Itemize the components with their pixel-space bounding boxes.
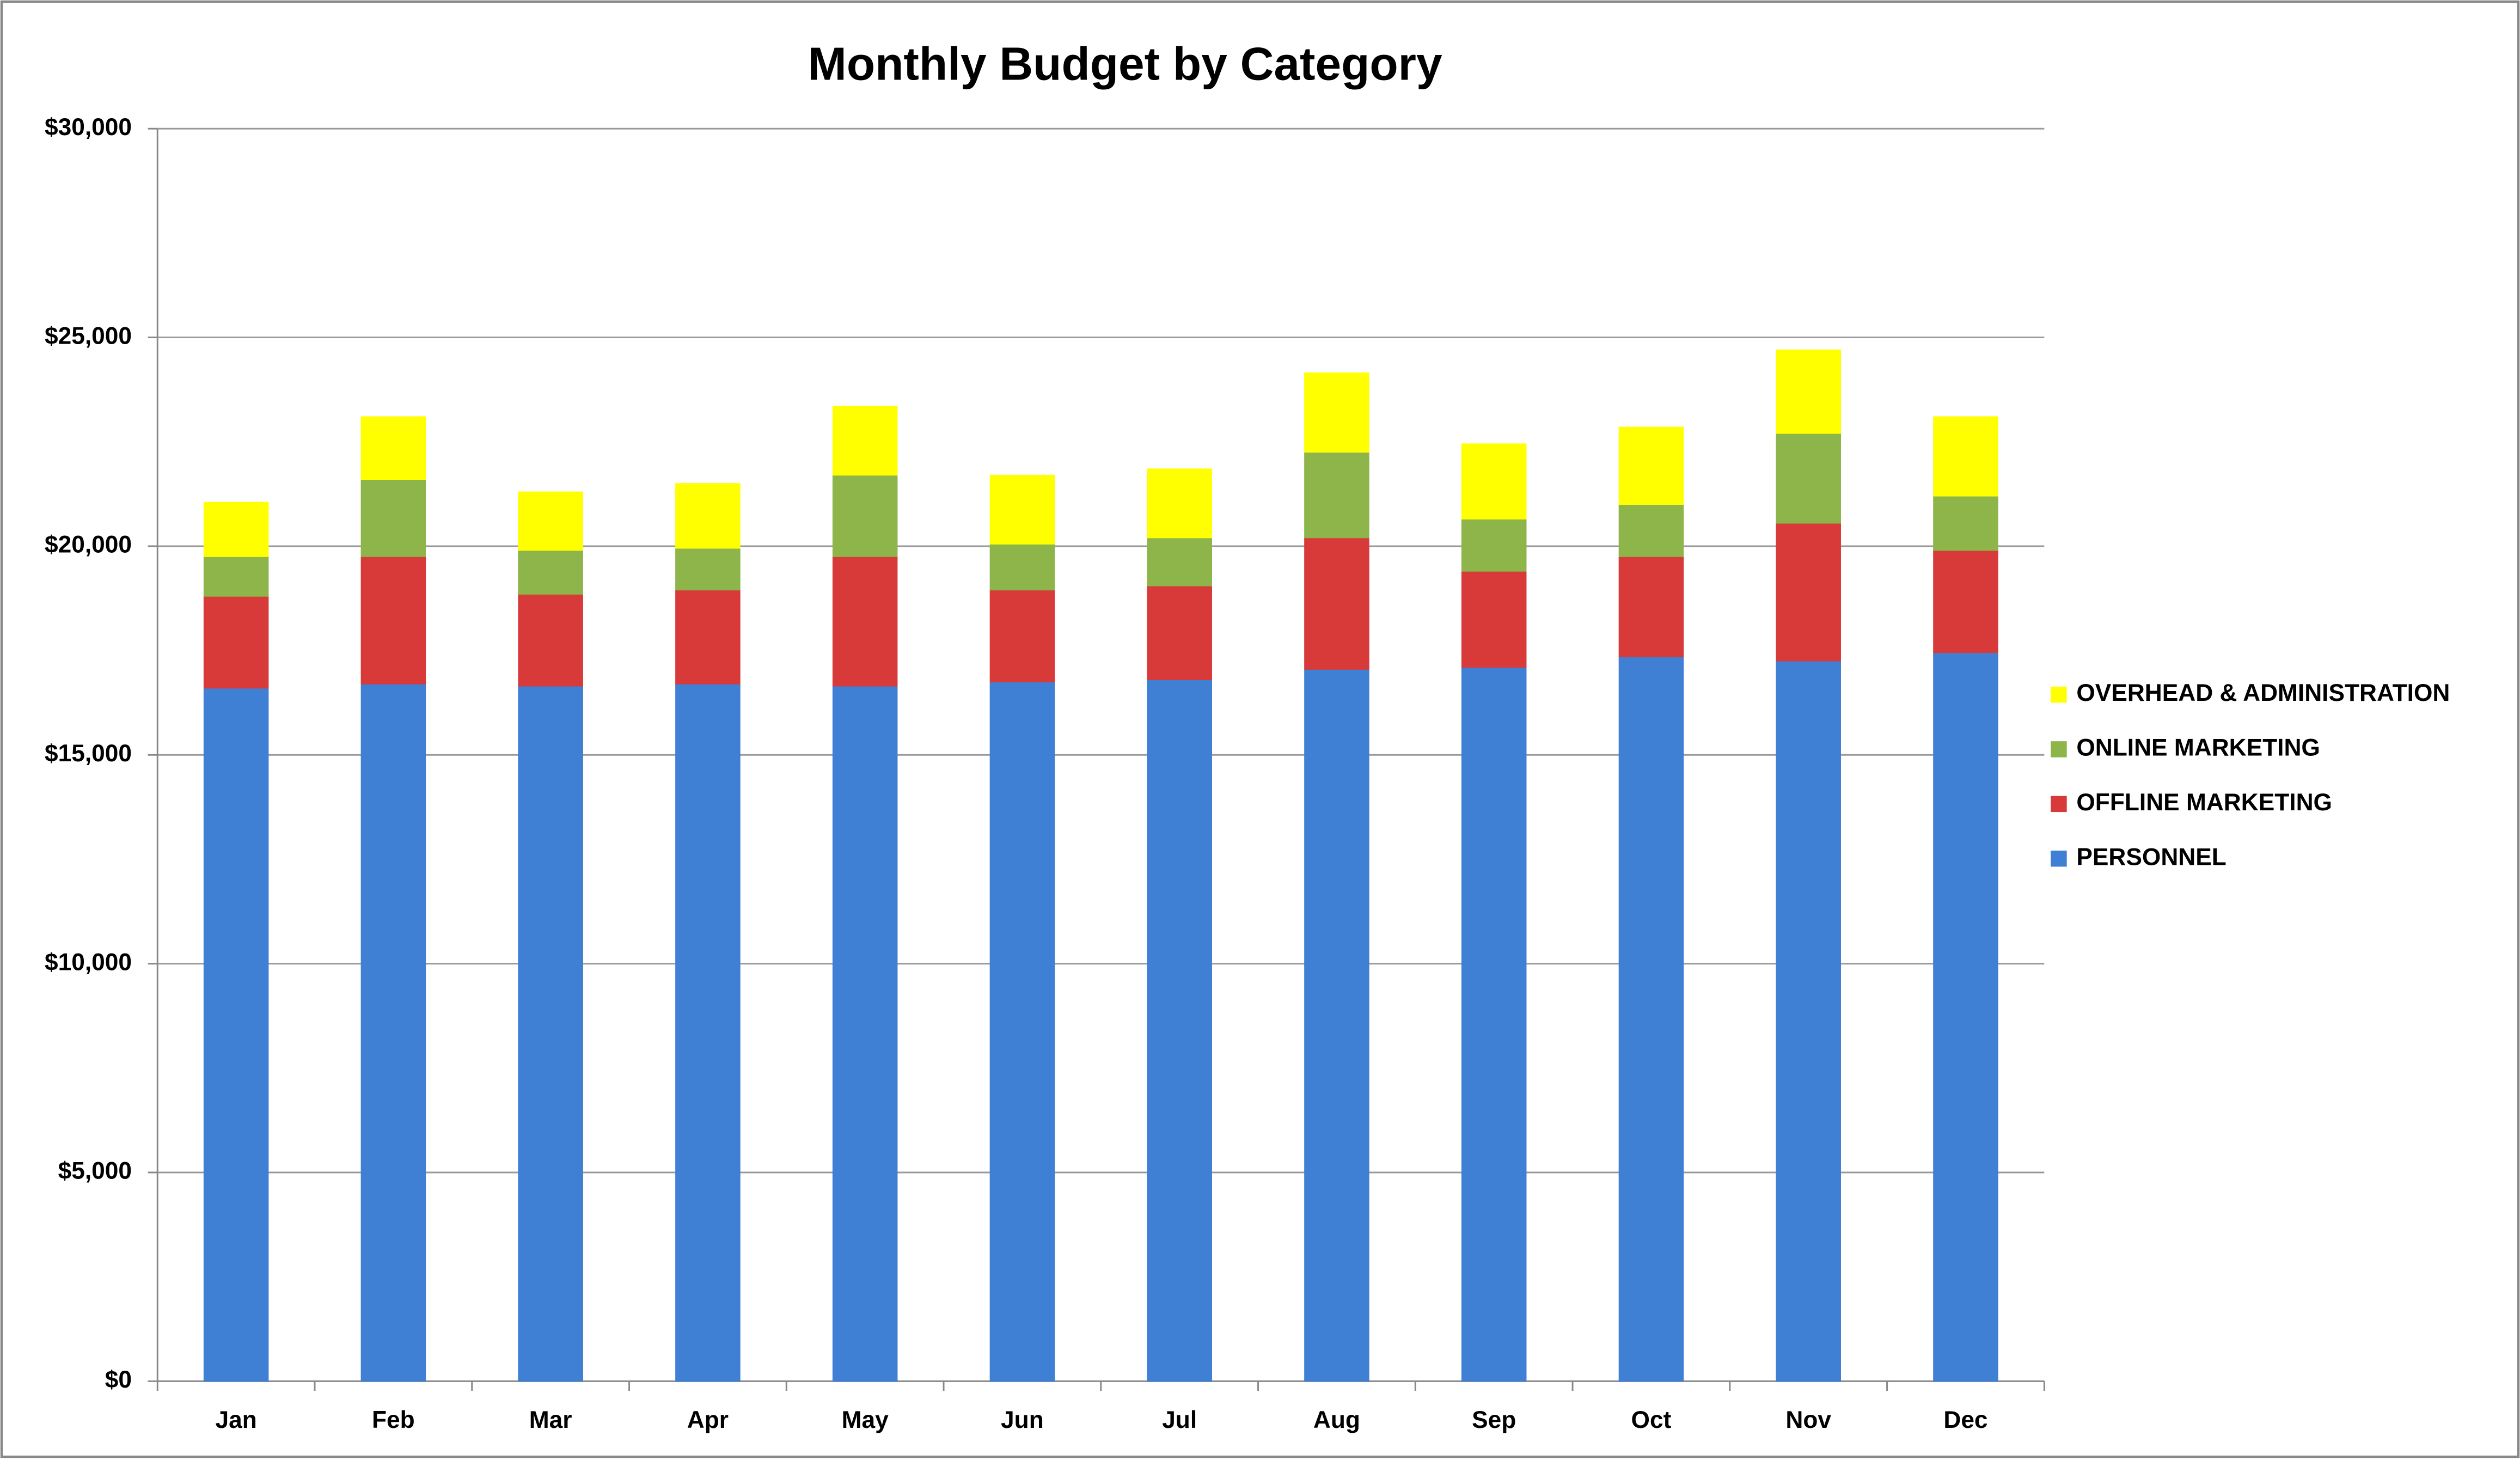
bar-shade xyxy=(675,683,741,1382)
bar-shade xyxy=(518,594,583,687)
bar-shade xyxy=(1618,426,1684,505)
y-tick-label: $30,000 xyxy=(45,114,132,140)
legend-label: OVERHEAD & ADMINISTRATION xyxy=(2076,680,2450,706)
bar-shade xyxy=(1776,661,1841,1382)
bar-shade xyxy=(1304,669,1369,1382)
bar-shade xyxy=(675,548,741,591)
x-tick-label: Feb xyxy=(372,1407,415,1433)
y-tick-label: $10,000 xyxy=(45,949,132,975)
bar-shade xyxy=(1776,433,1841,524)
bar-shade xyxy=(518,686,583,1382)
bar-shade xyxy=(989,681,1055,1382)
bar-shade xyxy=(1933,652,1998,1382)
x-tick-label: Apr xyxy=(687,1407,729,1433)
bar-shade xyxy=(203,556,269,597)
bar-shade xyxy=(1618,656,1684,1382)
bar-shade xyxy=(1933,496,1998,551)
bar-shade xyxy=(675,483,741,549)
bar-shade xyxy=(518,491,583,551)
bar-shade xyxy=(675,589,741,685)
bar-shade xyxy=(360,416,426,480)
bar-shade xyxy=(1776,523,1841,662)
bar-shade xyxy=(1461,667,1527,1382)
legend-marker xyxy=(2051,850,2067,867)
bar-shade xyxy=(989,543,1055,591)
bar-shade xyxy=(360,479,426,557)
x-tick-label: Mar xyxy=(529,1407,572,1433)
legend-marker xyxy=(2051,796,2067,813)
bar-shade xyxy=(518,549,583,595)
x-tick-label: May xyxy=(842,1407,889,1433)
x-tick-label: Nov xyxy=(1785,1407,1831,1433)
bar-shade xyxy=(1304,372,1369,453)
bar-shade xyxy=(1147,537,1212,587)
bar-shade xyxy=(360,683,426,1382)
bar-shade xyxy=(832,406,898,476)
y-tick-label: $5,000 xyxy=(58,1158,132,1184)
bar-shade xyxy=(1618,556,1684,657)
bar-shade xyxy=(1147,679,1212,1382)
bar-shade xyxy=(1147,468,1212,539)
x-tick-label: Jul xyxy=(1162,1407,1197,1433)
x-tick-label: Dec xyxy=(1943,1407,1987,1433)
bar-shade xyxy=(1776,349,1841,434)
x-tick-label: Jun xyxy=(1001,1407,1044,1433)
bar-shade xyxy=(1304,537,1369,670)
bar-shade xyxy=(1618,504,1684,557)
legend-marker xyxy=(2051,741,2067,758)
bar-shade xyxy=(832,686,898,1382)
legend-label: OFFLINE MARKETING xyxy=(2076,789,2332,816)
y-tick-label: $0 xyxy=(105,1366,132,1393)
bar-shade xyxy=(1461,518,1527,572)
x-tick-label: Jan xyxy=(215,1407,256,1433)
bar-shade xyxy=(989,589,1055,682)
bar-shade xyxy=(1147,585,1212,680)
bar-shade xyxy=(832,474,898,557)
legend-label: PERSONNEL xyxy=(2076,844,2226,870)
chart-title: Monthly Budget by Category xyxy=(808,38,1442,90)
bar-shade xyxy=(989,474,1055,545)
bar-shade xyxy=(203,687,269,1382)
y-tick-label: $20,000 xyxy=(45,532,132,558)
bar-shade xyxy=(1461,443,1527,520)
bar-shade xyxy=(360,556,426,685)
y-tick-label: $25,000 xyxy=(45,322,132,349)
bar-shade xyxy=(1933,549,1998,653)
y-tick-label: $15,000 xyxy=(45,740,132,767)
bar-shade xyxy=(1933,416,1998,497)
bar-shade xyxy=(832,556,898,687)
bar-shade xyxy=(1304,451,1369,539)
bar-shade xyxy=(203,596,269,689)
x-tick-label: Aug xyxy=(1313,1407,1360,1433)
x-tick-label: Sep xyxy=(1472,1407,1516,1433)
legend-label: ONLINE MARKETING xyxy=(2076,735,2320,761)
x-tick-label: Oct xyxy=(1631,1407,1672,1433)
bar-shade xyxy=(1461,571,1527,668)
bar-shade xyxy=(203,502,269,557)
legend-marker xyxy=(2051,686,2067,703)
